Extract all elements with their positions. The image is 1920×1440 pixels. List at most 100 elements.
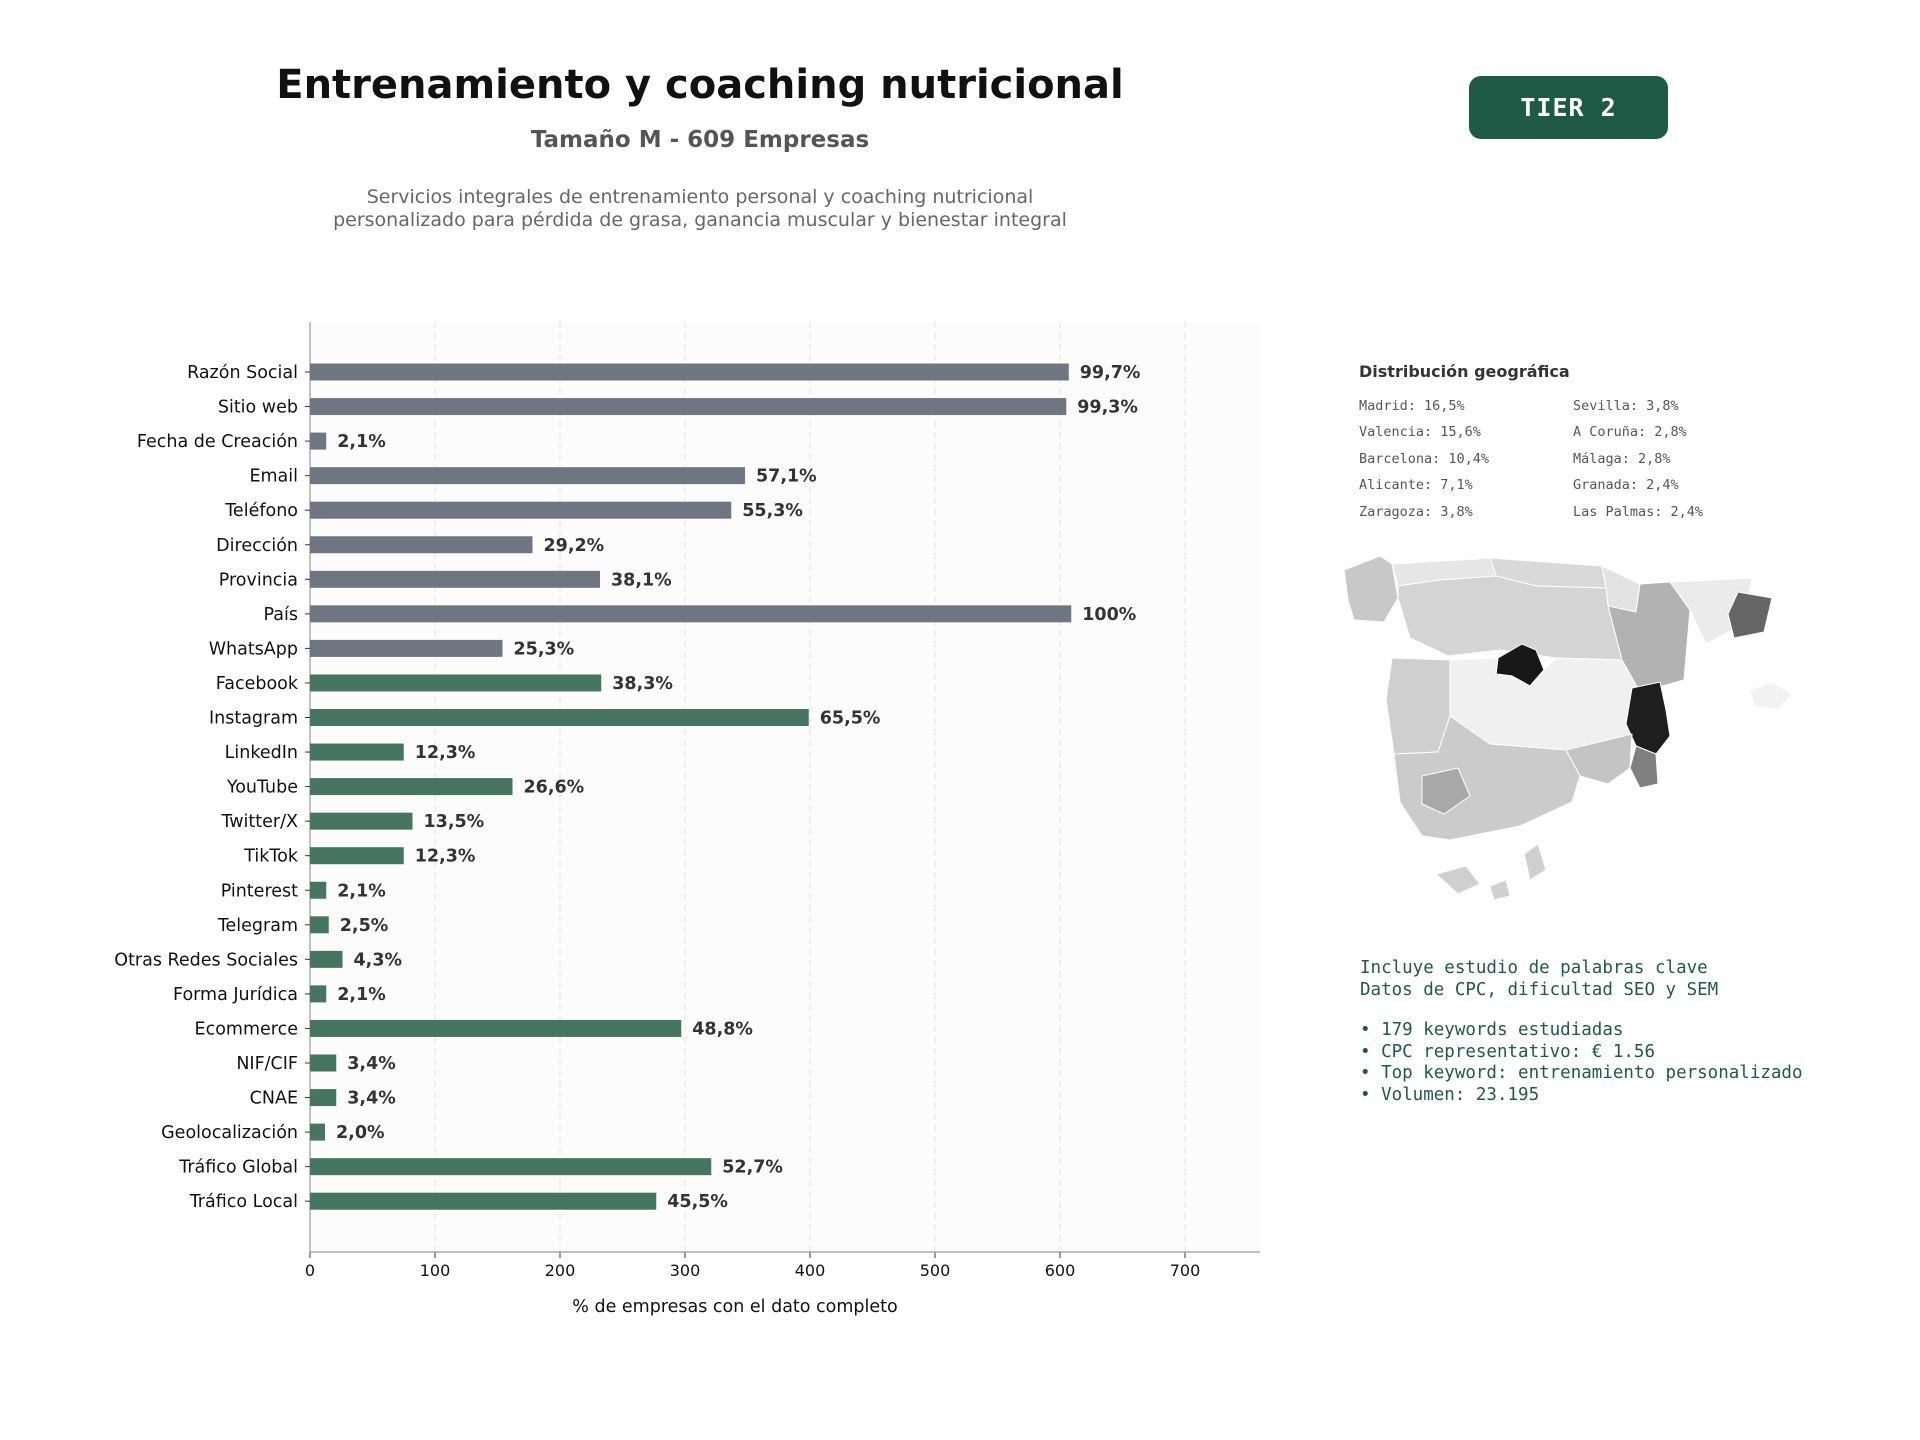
geo-item: Granada: 2,4%: [1573, 477, 1679, 494]
geo-distribution-list: Madrid: 16,5% Sevilla: 3,8% Valencia: 15…: [1359, 398, 1739, 530]
keywords-bullet: • 179 keywords estudiadas: [1360, 1020, 1624, 1040]
category-label: WhatsApp: [209, 639, 298, 659]
map-region-canary: [1435, 843, 1547, 901]
bar: [310, 432, 327, 450]
data-label: 57,1%: [756, 467, 817, 487]
data-label: 25,3%: [514, 639, 575, 659]
category-label: Razón Social: [187, 363, 298, 383]
map-region-valencia: [1625, 681, 1671, 755]
category-label: Geolocalización: [161, 1123, 298, 1143]
bar: [310, 950, 343, 968]
keywords-intro-line: Datos de CPC, dificultad SEO y SEM: [1360, 979, 1719, 1000]
keywords-bullet: • CPC representativo: € 1.56: [1360, 1041, 1656, 1062]
category-label: TikTok: [243, 847, 299, 867]
x-tick-label: 100: [420, 1261, 451, 1280]
tier-badge: TIER 2: [1469, 76, 1668, 139]
keywords-panel: Incluye estudio de palabras clave Datos …: [1360, 958, 1900, 1106]
category-label: Provincia: [219, 570, 298, 590]
data-label: 65,5%: [820, 709, 881, 729]
x-tick-label: 400: [795, 1261, 826, 1280]
category-label: Tráfico Local: [189, 1192, 298, 1212]
x-tick-label: 200: [545, 1261, 576, 1280]
category-label: Teléfono: [224, 501, 298, 521]
data-label: 4,3%: [354, 950, 403, 970]
category-label: Ecommerce: [195, 1019, 298, 1039]
category-label: Email: [249, 467, 298, 487]
bar: [310, 743, 404, 761]
data-label: 38,1%: [611, 570, 672, 590]
geo-item: Málaga: 2,8%: [1573, 450, 1671, 467]
x-tick-label: 700: [1170, 1261, 1201, 1280]
bar: [310, 363, 1069, 381]
data-label: 29,2%: [544, 536, 605, 556]
data-label: 12,3%: [415, 847, 476, 867]
data-label: 12,3%: [415, 743, 476, 763]
data-label: 99,7%: [1080, 363, 1141, 383]
bar: [310, 778, 513, 796]
category-label: CNAE: [250, 1089, 298, 1109]
category-label: Twitter/X: [220, 812, 298, 832]
data-label: 2,1%: [337, 985, 386, 1005]
category-label: Sitio web: [218, 398, 298, 418]
data-label: 55,3%: [742, 501, 803, 521]
keywords-intro-line: Incluye estudio de palabras clave: [1360, 958, 1708, 978]
data-label: 38,3%: [612, 674, 673, 694]
data-label: 2,0%: [336, 1123, 385, 1143]
bar: [310, 1123, 325, 1141]
bar: [310, 639, 503, 657]
category-label: Tráfico Global: [178, 1158, 298, 1178]
data-label: 100%: [1082, 605, 1136, 625]
map-region-alicante: [1629, 745, 1659, 789]
category-label: Otras Redes Sociales: [114, 950, 298, 970]
map-region-castilla-leon: [1397, 575, 1623, 661]
bar: [310, 881, 327, 899]
category-label: YouTube: [226, 778, 298, 798]
page-title: Entrenamiento y coaching nutricional: [276, 62, 1124, 108]
data-label: 2,1%: [337, 432, 386, 452]
bar: [310, 709, 809, 726]
keywords-bullet: • Top keyword: entrenamiento personaliza…: [1360, 1063, 1803, 1083]
bar: [310, 1054, 337, 1072]
bar: [310, 916, 329, 934]
category-label: NIF/CIF: [236, 1054, 298, 1074]
geo-item: Barcelona: 10,4%: [1359, 450, 1490, 467]
bar: [310, 398, 1067, 416]
bar: [310, 605, 1072, 623]
data-label: 3,4%: [347, 1089, 396, 1109]
bar-chart: 0 100 200 300 400 500 600 700 Razón Social 99,7% S…: [114, 322, 1260, 1317]
map-region-barcelona: [1727, 591, 1773, 639]
bar: [310, 985, 327, 1003]
bar: [310, 812, 413, 830]
category-label: Dirección: [216, 536, 298, 556]
bar: [310, 467, 745, 485]
x-axis-label: % de empresas con el dato completo: [572, 1297, 897, 1317]
data-label: 52,7%: [722, 1158, 783, 1178]
category-label: Facebook: [216, 674, 299, 694]
data-label: 3,4%: [347, 1054, 396, 1074]
geo-item: Alicante: 7,1%: [1359, 477, 1473, 494]
spain-map: [1343, 555, 1793, 901]
x-tick-label: 600: [1045, 1261, 1076, 1280]
map-region-sevilla: [1421, 767, 1471, 815]
category-label: Forma Jurídica: [173, 985, 298, 1005]
map-region-galicia: [1343, 555, 1399, 623]
data-label: 2,5%: [340, 916, 389, 936]
bar: [310, 570, 600, 588]
geo-item: Zaragoza: 3,8%: [1359, 503, 1473, 520]
geo-item: Las Palmas: 2,4%: [1573, 503, 1704, 520]
category-label: Fecha de Creación: [137, 432, 298, 452]
data-label: 26,6%: [524, 778, 585, 798]
bar: [310, 536, 533, 554]
bar: [310, 1192, 657, 1210]
geo-distribution-title: Distribución geográfica: [1359, 362, 1570, 381]
bar: [310, 501, 732, 519]
category-label: LinkedIn: [225, 743, 298, 763]
category-label: Pinterest: [221, 881, 298, 901]
data-label: 48,8%: [692, 1019, 753, 1039]
geo-item: Valencia: 15,6%: [1359, 424, 1481, 441]
page-description: Servicios integrales de entrenamiento pe…: [333, 186, 1067, 231]
bar: [310, 847, 404, 865]
geo-item: A Coruña: 2,8%: [1573, 424, 1687, 441]
geo-item: Sevilla: 3,8%: [1573, 398, 1679, 414]
keywords-bullet: • Volumen: 23.195: [1360, 1084, 1540, 1105]
